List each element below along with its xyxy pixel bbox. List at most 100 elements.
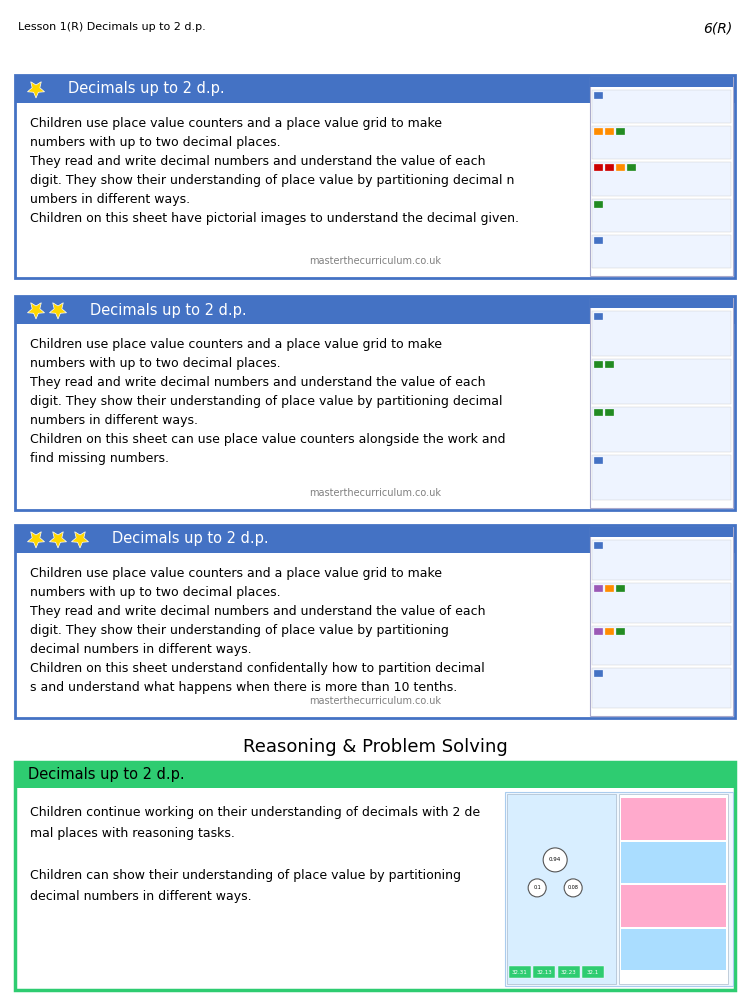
- Text: digit. They show their understanding of place value by partitioning: digit. They show their understanding of …: [30, 624, 448, 637]
- Bar: [592, 90, 731, 123]
- Bar: [558, 966, 580, 978]
- Bar: [592, 199, 731, 232]
- Bar: [592, 162, 731, 196]
- Bar: [15, 75, 735, 103]
- Text: umbers in different ways.: umbers in different ways.: [30, 193, 190, 206]
- Text: s and understand what happens when there is more than 10 tenths.: s and understand what happens when there…: [30, 681, 457, 694]
- Text: Decimals up to 2 d.p.: Decimals up to 2 d.p.: [28, 768, 184, 782]
- Bar: [590, 298, 733, 508]
- Bar: [627, 164, 636, 171]
- Circle shape: [543, 848, 567, 872]
- Text: digit. They show their understanding of place value by partitioning decimal: digit. They show their understanding of …: [30, 395, 502, 408]
- Text: They read and write decimal numbers and understand the value of each: They read and write decimal numbers and …: [30, 376, 485, 389]
- Text: digit. They show their understanding of place value by partitioning decimal n: digit. They show their understanding of …: [30, 174, 514, 187]
- Text: find missing numbers.: find missing numbers.: [30, 452, 169, 465]
- Text: Children use place value counters and a place value grid to make: Children use place value counters and a …: [30, 567, 442, 580]
- Bar: [616, 164, 625, 171]
- Bar: [505, 792, 733, 986]
- Text: Children use place value counters and a place value grid to make: Children use place value counters and a …: [30, 117, 442, 130]
- Bar: [15, 296, 735, 510]
- Text: Lesson 1(R) Decimals up to 2 d.p.: Lesson 1(R) Decimals up to 2 d.p.: [18, 22, 206, 32]
- Text: 6(R): 6(R): [703, 22, 732, 36]
- Bar: [594, 409, 603, 416]
- Bar: [621, 842, 726, 883]
- Bar: [594, 585, 603, 592]
- Text: Children can show their understanding of place value by partitioning: Children can show their understanding of…: [30, 869, 461, 882]
- Text: Decimals up to 2 d.p.: Decimals up to 2 d.p.: [68, 82, 225, 97]
- Text: 0.94: 0.94: [549, 857, 561, 862]
- Text: Children on this sheet can use place value counters alongside the work and: Children on this sheet can use place val…: [30, 433, 506, 446]
- Bar: [594, 201, 603, 208]
- Circle shape: [528, 879, 546, 897]
- Bar: [592, 540, 731, 580]
- Text: masterthecurriculum.co.uk: masterthecurriculum.co.uk: [309, 256, 441, 266]
- Bar: [533, 966, 555, 978]
- Bar: [594, 237, 603, 244]
- Bar: [594, 361, 603, 368]
- Circle shape: [564, 879, 582, 897]
- Bar: [590, 298, 733, 308]
- Bar: [592, 455, 731, 500]
- Bar: [621, 928, 726, 970]
- Bar: [15, 75, 735, 278]
- Bar: [15, 525, 735, 718]
- Bar: [594, 313, 603, 320]
- Bar: [605, 409, 614, 416]
- Bar: [605, 585, 614, 592]
- Bar: [621, 798, 726, 840]
- Bar: [605, 628, 614, 635]
- Bar: [592, 126, 731, 159]
- Bar: [592, 311, 731, 356]
- Bar: [592, 626, 731, 665]
- Bar: [590, 527, 733, 537]
- Text: decimal numbers in different ways.: decimal numbers in different ways.: [30, 890, 251, 903]
- Polygon shape: [71, 532, 88, 548]
- Polygon shape: [28, 82, 44, 98]
- Text: masterthecurriculum.co.uk: masterthecurriculum.co.uk: [309, 696, 441, 706]
- Bar: [592, 359, 731, 404]
- Text: numbers in different ways.: numbers in different ways.: [30, 414, 198, 427]
- Text: numbers with up to two decimal places.: numbers with up to two decimal places.: [30, 586, 280, 599]
- Bar: [507, 794, 616, 984]
- Bar: [594, 92, 603, 99]
- Bar: [582, 966, 604, 978]
- Bar: [592, 668, 731, 708]
- Bar: [592, 235, 731, 268]
- Bar: [592, 583, 731, 622]
- Polygon shape: [50, 303, 67, 319]
- Text: 32.31: 32.31: [512, 970, 528, 974]
- Bar: [594, 670, 603, 677]
- Bar: [590, 77, 733, 87]
- Text: decimal numbers in different ways.: decimal numbers in different ways.: [30, 643, 251, 656]
- Bar: [15, 762, 735, 788]
- Text: Children on this sheet understand confidentally how to partition decimal: Children on this sheet understand confid…: [30, 662, 484, 675]
- Text: Decimals up to 2 d.p.: Decimals up to 2 d.p.: [112, 532, 268, 546]
- Text: Children continue working on their understanding of decimals with 2 de: Children continue working on their under…: [30, 806, 480, 819]
- Bar: [594, 164, 603, 171]
- Bar: [616, 628, 625, 635]
- Bar: [605, 361, 614, 368]
- Text: 32.1: 32.1: [586, 970, 599, 974]
- Text: mal places with reasoning tasks.: mal places with reasoning tasks.: [30, 827, 235, 840]
- Bar: [15, 762, 735, 990]
- Bar: [616, 128, 625, 135]
- Bar: [594, 128, 603, 135]
- Text: Decimals up to 2 d.p.: Decimals up to 2 d.p.: [90, 302, 247, 318]
- Polygon shape: [28, 532, 44, 548]
- Bar: [621, 885, 726, 926]
- Bar: [619, 794, 728, 984]
- Bar: [15, 296, 735, 324]
- Bar: [590, 77, 733, 276]
- Bar: [590, 527, 733, 716]
- Text: Reasoning & Problem Solving: Reasoning & Problem Solving: [243, 738, 507, 756]
- Text: numbers with up to two decimal places.: numbers with up to two decimal places.: [30, 357, 280, 370]
- Bar: [592, 407, 731, 452]
- Text: Children on this sheet have pictorial images to understand the decimal given.: Children on this sheet have pictorial im…: [30, 212, 519, 225]
- Text: Children use place value counters and a place value grid to make: Children use place value counters and a …: [30, 338, 442, 351]
- Text: numbers with up to two decimal places.: numbers with up to two decimal places.: [30, 136, 280, 149]
- Polygon shape: [50, 532, 67, 548]
- Text: They read and write decimal numbers and understand the value of each: They read and write decimal numbers and …: [30, 155, 485, 168]
- Bar: [594, 628, 603, 635]
- Text: They read and write decimal numbers and understand the value of each: They read and write decimal numbers and …: [30, 605, 485, 618]
- Polygon shape: [28, 303, 44, 319]
